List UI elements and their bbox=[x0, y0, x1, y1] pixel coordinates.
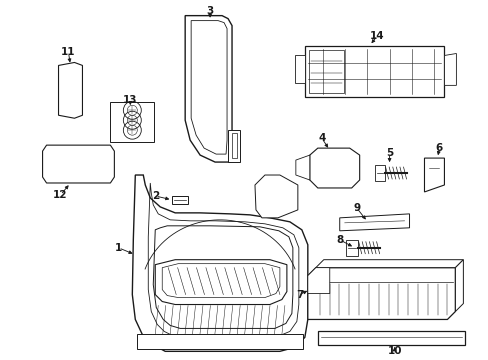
Bar bbox=[47, 153, 61, 175]
Bar bbox=[63, 71, 77, 80]
Polygon shape bbox=[185, 15, 232, 162]
Bar bbox=[98, 153, 112, 175]
Text: 1: 1 bbox=[115, 243, 122, 253]
Bar bbox=[161, 241, 200, 259]
Bar bbox=[327, 285, 432, 310]
Text: 7: 7 bbox=[296, 289, 303, 300]
Polygon shape bbox=[294, 55, 304, 84]
Bar bbox=[64, 153, 78, 175]
Polygon shape bbox=[155, 260, 286, 305]
Text: 4: 4 bbox=[317, 133, 325, 143]
Polygon shape bbox=[295, 155, 309, 180]
Polygon shape bbox=[444, 54, 455, 85]
Text: 6: 6 bbox=[435, 143, 442, 153]
Polygon shape bbox=[232, 133, 237, 158]
Polygon shape bbox=[132, 175, 307, 351]
Text: 5: 5 bbox=[385, 148, 392, 158]
Bar bbox=[224, 268, 252, 288]
Polygon shape bbox=[307, 268, 454, 319]
Bar bbox=[172, 196, 188, 204]
Text: 2: 2 bbox=[151, 191, 159, 201]
Text: 12: 12 bbox=[53, 190, 68, 200]
Text: 10: 10 bbox=[386, 346, 401, 356]
Polygon shape bbox=[42, 145, 114, 183]
Polygon shape bbox=[307, 268, 329, 293]
Text: 9: 9 bbox=[352, 203, 360, 213]
Bar bbox=[345, 240, 357, 256]
Bar bbox=[308, 50, 343, 93]
Polygon shape bbox=[424, 158, 444, 192]
Polygon shape bbox=[227, 130, 240, 162]
Bar bbox=[63, 82, 77, 91]
Text: 8: 8 bbox=[335, 235, 343, 245]
Bar bbox=[63, 105, 77, 114]
Polygon shape bbox=[254, 175, 297, 218]
Text: 3: 3 bbox=[206, 6, 213, 15]
Polygon shape bbox=[454, 260, 463, 311]
Polygon shape bbox=[309, 148, 359, 188]
Bar bbox=[110, 102, 154, 142]
Bar bbox=[227, 271, 249, 285]
Polygon shape bbox=[59, 62, 82, 118]
Bar bbox=[63, 94, 77, 103]
Polygon shape bbox=[137, 334, 302, 349]
Bar bbox=[82, 153, 96, 175]
Bar bbox=[158, 238, 203, 262]
Text: 14: 14 bbox=[369, 31, 384, 41]
Bar bbox=[374, 165, 384, 181]
Bar bbox=[61, 68, 80, 113]
Text: 13: 13 bbox=[123, 95, 137, 105]
Polygon shape bbox=[339, 214, 408, 231]
Bar bbox=[304, 45, 444, 97]
Text: 11: 11 bbox=[61, 48, 76, 58]
Polygon shape bbox=[191, 21, 226, 154]
Bar bbox=[317, 332, 465, 345]
Polygon shape bbox=[315, 260, 463, 268]
